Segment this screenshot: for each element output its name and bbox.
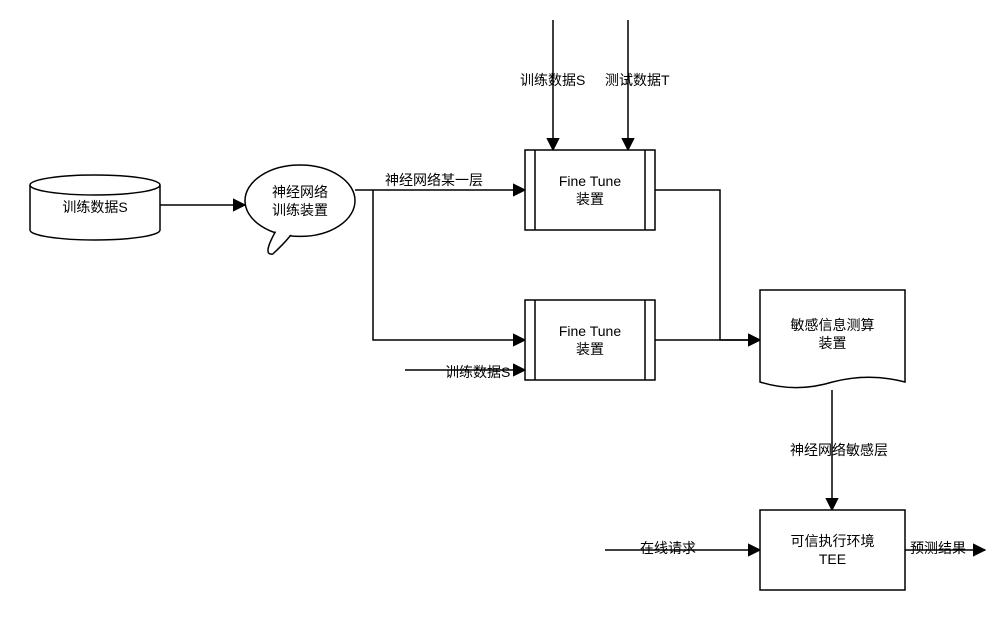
- label-top_train_s: 训练数据S: [520, 70, 585, 90]
- node-label-train_data_cyl: 训练数据S: [30, 175, 160, 240]
- label-nn_layer: 神经网络某一层: [385, 170, 483, 190]
- label-pred_result: 预测结果: [910, 538, 966, 558]
- edge-2: [373, 190, 525, 340]
- label-top_test_t: 测试数据T: [605, 70, 670, 90]
- node-label-sens: 敏感信息测算装置: [760, 290, 905, 378]
- diagram-canvas: 训练数据S神经网络训练装置Fine Tune装置Fine Tune装置敏感信息测…: [0, 0, 1000, 635]
- node-label-tee: 可信执行环境TEE: [760, 510, 905, 590]
- node-label-ft2: Fine Tune装置: [525, 300, 655, 380]
- label-online_req: 在线请求: [640, 538, 696, 558]
- node-label-ft1: Fine Tune装置: [525, 150, 655, 230]
- edge-7: [655, 190, 760, 340]
- label-mid_train_s: 训练数据S: [445, 362, 510, 382]
- label-nn_sens_layer: 神经网络敏感层: [790, 440, 888, 460]
- node-label-nn_trainer: 神经网络训练装置: [245, 165, 355, 236]
